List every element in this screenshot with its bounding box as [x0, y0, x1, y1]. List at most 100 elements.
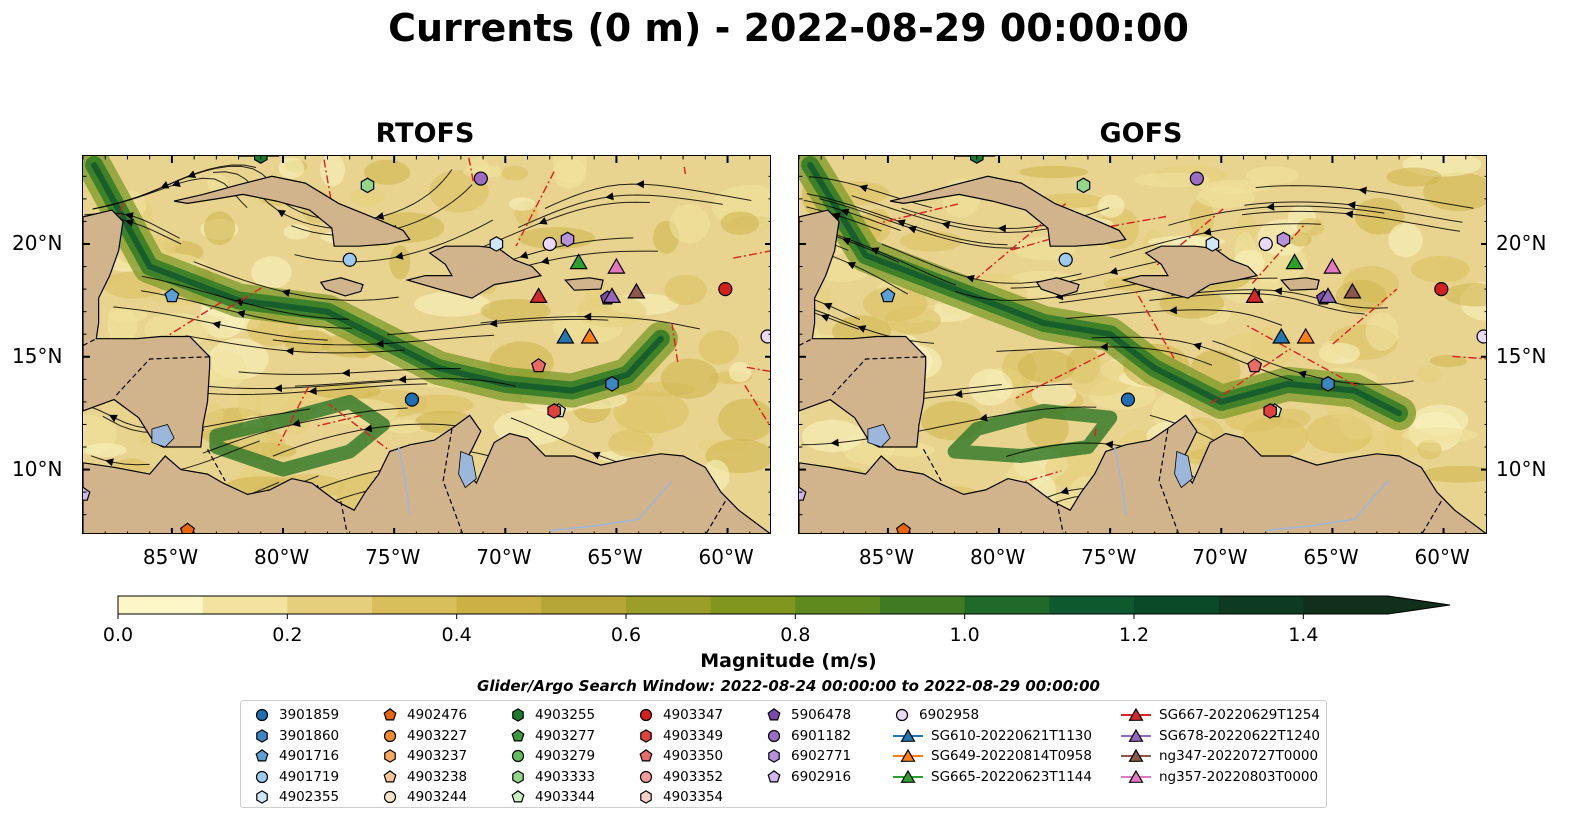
panel-title-rtofs: RTOFS: [375, 118, 475, 149]
land-southAmerica: [83, 414, 770, 533]
land: [799, 156, 1486, 533]
marker-4903347: [718, 282, 733, 297]
country-border-4: [115, 356, 210, 396]
circle-marker-icon: [511, 749, 525, 763]
land-puertoRico: [564, 277, 604, 291]
legend-marker: [255, 708, 269, 722]
legend-label: 4901716: [279, 748, 340, 764]
lon-tick-label: 75°W: [1081, 545, 1137, 569]
legend-label: 4903238: [407, 768, 468, 785]
hexagon-marker-icon: [384, 749, 396, 763]
legend-marker: [640, 790, 652, 804]
legend-label: 6902958: [919, 707, 980, 723]
legend-marker: [384, 749, 396, 763]
country-border-2: [1158, 428, 1180, 533]
marker-ng347-20220727T0000: [1343, 282, 1362, 299]
triangle-marker-icon: [1121, 748, 1151, 762]
hexagon-marker-icon: [640, 790, 652, 804]
colorbar-bin: [287, 596, 373, 614]
legend-label: 4903244: [407, 789, 468, 805]
lon-tick-label: 70°W: [476, 545, 532, 569]
legend-item: SG610-20220621T1130: [893, 726, 1092, 746]
legend-label: SG667-20220629T1254: [1159, 707, 1320, 723]
marker-4903255: [254, 156, 268, 164]
marker-ng357-20220803T0000: [607, 257, 626, 274]
southern-gyre: [947, 403, 1118, 463]
legend-item: 4903352: [637, 767, 723, 787]
legend-marker: [639, 749, 653, 762]
circle-marker-icon: [383, 729, 397, 742]
colorbar-outline: [117, 595, 1451, 615]
legend-marker: [900, 769, 916, 783]
marker-SG665-20220623T1144: [569, 253, 588, 270]
marker-ng357-20220803T0000: [1323, 257, 1342, 274]
legend-item: 4903354: [637, 787, 723, 807]
lon-tick-label: 70°W: [1192, 545, 1248, 569]
legend-marker: [767, 729, 781, 742]
legend-marker: [255, 770, 269, 783]
circle-marker-icon: [255, 708, 269, 722]
legend-item: 3901859: [253, 705, 339, 725]
colorbar-label: Magnitude (m/s): [700, 650, 877, 672]
legend-marker: [639, 708, 653, 722]
legend-item: 4902476: [381, 705, 467, 725]
river-magdalena: [1113, 446, 1127, 515]
circle-marker-icon: [255, 770, 269, 783]
legend-marker: [900, 728, 916, 742]
legend-marker: [383, 708, 397, 721]
legend-label: 4903350: [663, 748, 724, 764]
marker-6901182: [1189, 171, 1204, 186]
legend-item: 4903238: [381, 767, 467, 787]
lon-tick-label: 65°W: [587, 545, 643, 569]
colorbar-bin: [202, 596, 288, 614]
country-border-4: [831, 356, 926, 396]
legend-item: 5906478: [765, 705, 851, 725]
circle-marker-icon: [639, 770, 653, 783]
hexagon-marker-icon: [768, 749, 780, 763]
colorbar-bin: [372, 596, 458, 614]
lon-tick-label: 80°W: [254, 545, 310, 569]
hexagon-marker-icon: [256, 728, 268, 743]
legend-label: SG665-20220623T1144: [931, 768, 1092, 785]
hexagon-marker-icon: [512, 769, 524, 784]
colorbar-tick-label: 0.4: [441, 624, 472, 646]
legend-label: 4902476: [407, 707, 468, 723]
circle-marker-icon: [895, 708, 909, 722]
legend-item: 6902958: [893, 705, 979, 725]
legend-item: 6902771: [765, 746, 851, 766]
map-ticks: [83, 156, 770, 533]
lat-tick-label: 15°N: [1496, 343, 1547, 368]
legend-label: 4903227: [407, 727, 468, 744]
legend-item: 3901860: [253, 726, 339, 746]
legend-item: 4903344: [509, 787, 595, 807]
marker-4903333: [360, 177, 375, 194]
land-hispaniola: [1121, 245, 1259, 299]
marker-ng347-20220727T0000: [627, 282, 646, 299]
country-border-5: [799, 338, 813, 347]
triangle-marker-icon: [893, 769, 923, 783]
legend-marker: [256, 728, 268, 743]
pentagon-marker-icon: [383, 708, 397, 721]
legend-label: ng357-20220803T0000: [1159, 768, 1319, 785]
legend-marker: [511, 790, 525, 803]
river-magdalena: [397, 446, 411, 515]
legend-label: 3901860: [279, 727, 340, 744]
legend-item: 4903237: [381, 746, 467, 766]
lon-tick-label: 60°W: [698, 545, 754, 569]
marker-SG610-20220621T1130: [556, 327, 575, 344]
marker-4901719: [1058, 252, 1073, 267]
legend-item: SG678-20220622T1240: [1121, 726, 1320, 746]
map-panel-rtofs: [82, 155, 771, 534]
colorbar-tick-label: 1.0: [949, 624, 980, 646]
marker-SG678-20220622T1240: [1318, 287, 1338, 303]
legend-label: SG678-20220622T1240: [1159, 727, 1320, 744]
land-puertoRico: [1280, 277, 1320, 291]
legend-item: 4903347: [637, 705, 723, 725]
legend-item: 4901719: [253, 767, 339, 787]
legend-item: SG667-20220629T1254: [1121, 705, 1320, 725]
hexagon-marker-icon: [512, 708, 524, 722]
country-border-3: [1421, 500, 1442, 533]
southern-gyre: [209, 394, 390, 477]
marker-3901859: [1120, 392, 1136, 407]
pentagon-marker-icon: [383, 769, 397, 782]
